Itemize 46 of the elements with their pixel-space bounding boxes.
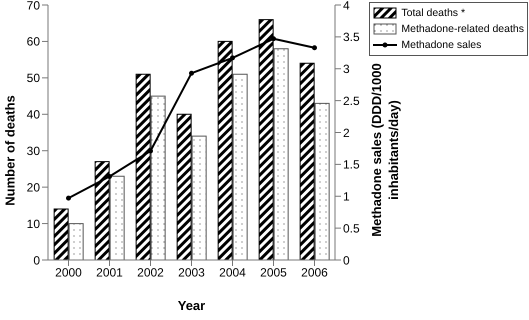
point xyxy=(189,70,194,76)
y2-tick-label: 4 xyxy=(343,0,350,12)
legend-label: Total deaths * xyxy=(401,7,466,19)
x-tick-label: 2004 xyxy=(219,266,246,280)
bar xyxy=(232,74,248,260)
x-tick-label: 2001 xyxy=(96,266,124,280)
bar xyxy=(274,48,289,260)
x-tick-label: 2003 xyxy=(178,266,206,280)
legend-label: Methadone sales xyxy=(401,39,482,51)
bar xyxy=(192,136,207,260)
y2-tick-label: 1.5 xyxy=(343,158,360,172)
bar xyxy=(176,114,192,260)
x-tick-label: 2006 xyxy=(301,266,328,280)
y-tick-label: 0 xyxy=(33,253,40,268)
y2-tick-label: 0.5 xyxy=(343,221,360,236)
y-tick-label: 50 xyxy=(26,71,40,86)
y2-tick-label: 3 xyxy=(343,62,350,76)
y2-tick-label: 1 xyxy=(343,190,350,204)
bar xyxy=(110,176,125,260)
point xyxy=(230,55,235,60)
y-tick-label: 30 xyxy=(26,144,40,158)
point xyxy=(66,196,71,201)
y2-tick-label: 0 xyxy=(343,253,350,268)
point xyxy=(107,174,112,179)
x-tick-label: 2000 xyxy=(55,266,82,280)
x-tick-label: 2005 xyxy=(260,266,288,280)
point xyxy=(312,45,317,50)
y2-tick-label: 2 xyxy=(343,126,350,140)
x-axis-title: Year xyxy=(178,298,206,313)
y2-tick-label: 2.5 xyxy=(343,94,360,108)
bar xyxy=(314,102,330,260)
bar xyxy=(68,223,84,260)
bar xyxy=(54,208,69,260)
y-axis-title: Number of deaths xyxy=(2,94,18,208)
y-tick-label: 10 xyxy=(26,216,40,231)
bar xyxy=(150,96,166,260)
bar xyxy=(300,62,315,260)
y2-tick-label: 3.5 xyxy=(343,30,360,44)
y-tick-label: 20 xyxy=(26,180,40,194)
x-tick-label: 2002 xyxy=(137,266,164,280)
y-tick-label: 70 xyxy=(26,0,40,12)
y-tick-label: 60 xyxy=(26,34,40,49)
y-tick-label: 40 xyxy=(26,108,40,122)
legend-label: Methadone-related deaths xyxy=(401,23,524,35)
y2-axis-title: Methadone sales (DDD/1000 inhabitants/day) xyxy=(368,62,402,239)
point xyxy=(271,36,276,42)
